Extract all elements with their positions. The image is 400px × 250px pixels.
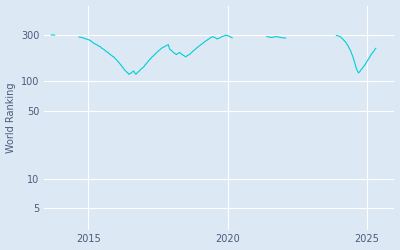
Y-axis label: World Ranking: World Ranking — [6, 82, 16, 153]
